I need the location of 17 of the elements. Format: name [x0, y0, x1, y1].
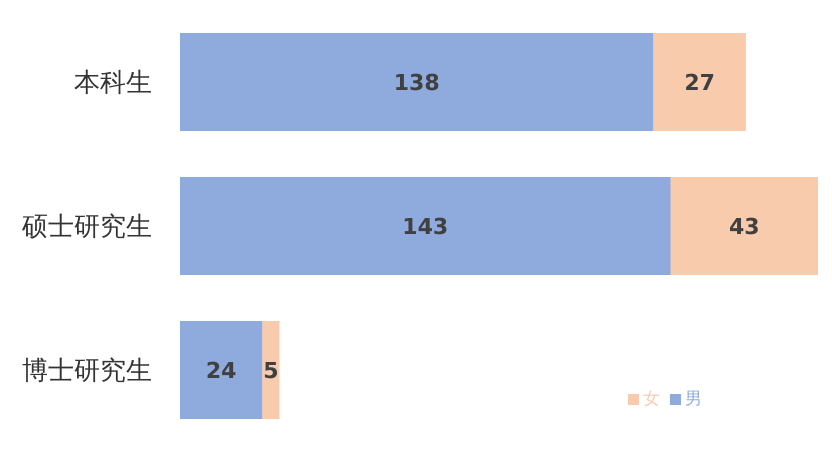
bar — [653, 33, 746, 132]
bar — [180, 321, 262, 420]
bar — [670, 177, 818, 276]
bar — [180, 177, 671, 276]
data-label: 138 — [394, 70, 440, 96]
bar — [262, 321, 280, 420]
y-tick-label: 硕士研究生 — [21, 212, 152, 242]
legend-label: 女 — [643, 389, 660, 409]
bar — [180, 33, 654, 132]
y-tick-label: 本科生 — [74, 68, 152, 98]
data-label: 43 — [728, 214, 760, 240]
data-label: 27 — [684, 70, 715, 96]
y-tick-label: 博士研究生 — [22, 356, 152, 386]
data-label: 143 — [402, 214, 448, 240]
data-label: 5 — [263, 358, 279, 384]
legend-label: 男 — [685, 389, 702, 409]
data-label: 24 — [206, 358, 236, 384]
